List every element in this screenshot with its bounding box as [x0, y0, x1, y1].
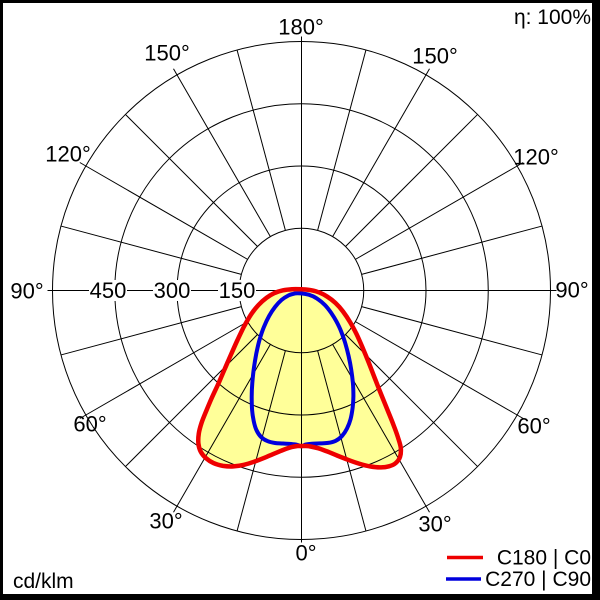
radius-label-mask [218, 280, 256, 301]
grid-radial-line [236, 350, 286, 532]
grid-radial-line [236, 49, 286, 231]
grid-radial-line [125, 114, 258, 247]
grid-radial-line [361, 225, 543, 275]
radius-label: 150 [219, 278, 256, 303]
radial-tick-labels: 450 300 150 [89, 278, 256, 303]
radius-label: 300 [154, 278, 191, 303]
intensity-fill-region [198, 289, 401, 468]
radius-label: 450 [90, 278, 127, 303]
grid-radial-line [332, 344, 427, 507]
angle-label: 150° [144, 41, 190, 66]
c180-c0-curve [196, 286, 404, 470]
grid-radial-line [85, 165, 248, 260]
angle-label: 120° [513, 145, 559, 170]
grid-radial-line [345, 114, 478, 247]
grid-angle-tick [173, 68, 178, 76]
grid-angle-tick [173, 505, 178, 513]
grid-angle-tick [516, 162, 524, 167]
grid-angle-tick [79, 162, 87, 167]
grid-radial-line [332, 74, 427, 237]
grid-radial-line [355, 165, 518, 260]
grid-radial-line [317, 49, 367, 231]
angle-tick-labels: 180° 150° 150° 120° 120° 90° 90° 60° 60° 30° 30° 0° [10, 15, 588, 566]
grid-angle-tick [425, 68, 430, 76]
unit-label: cd/klm [13, 570, 74, 593]
efficiency-label: η: 100% [514, 6, 591, 29]
angle-label: 150° [412, 44, 458, 69]
radius-label-mask [153, 280, 191, 301]
grid-radial-line [85, 321, 248, 416]
angle-label: 120° [45, 142, 91, 167]
angle-label: 30° [418, 512, 451, 537]
legend: C180 | C0 C270 | C90 [446, 547, 591, 591]
grid-radial-line [125, 334, 258, 467]
angle-label: 90° [10, 279, 43, 304]
grid-angle-tick [516, 414, 524, 419]
angle-label: 180° [278, 15, 324, 40]
grid-radial-line [355, 321, 518, 416]
angle-label: 30° [149, 509, 182, 534]
angle-label: 60° [517, 414, 550, 439]
grid-radial-line [176, 74, 271, 237]
angle-label: 0° [295, 541, 316, 566]
radius-label-mask [89, 280, 127, 301]
grid-radial-line [317, 350, 367, 532]
grid-radial-line [60, 225, 242, 275]
grid-radial-line [361, 306, 543, 356]
angle-label: 90° [555, 278, 588, 303]
angle-label: 60° [73, 412, 106, 437]
grid-radial-line [60, 306, 242, 356]
legend-label-c270-c90: C270 | C90 [485, 568, 591, 591]
grid-angle-tick [79, 414, 87, 419]
legend-label-c180-c0: C180 | C0 [497, 547, 591, 570]
grid-angle-tick [425, 505, 430, 513]
